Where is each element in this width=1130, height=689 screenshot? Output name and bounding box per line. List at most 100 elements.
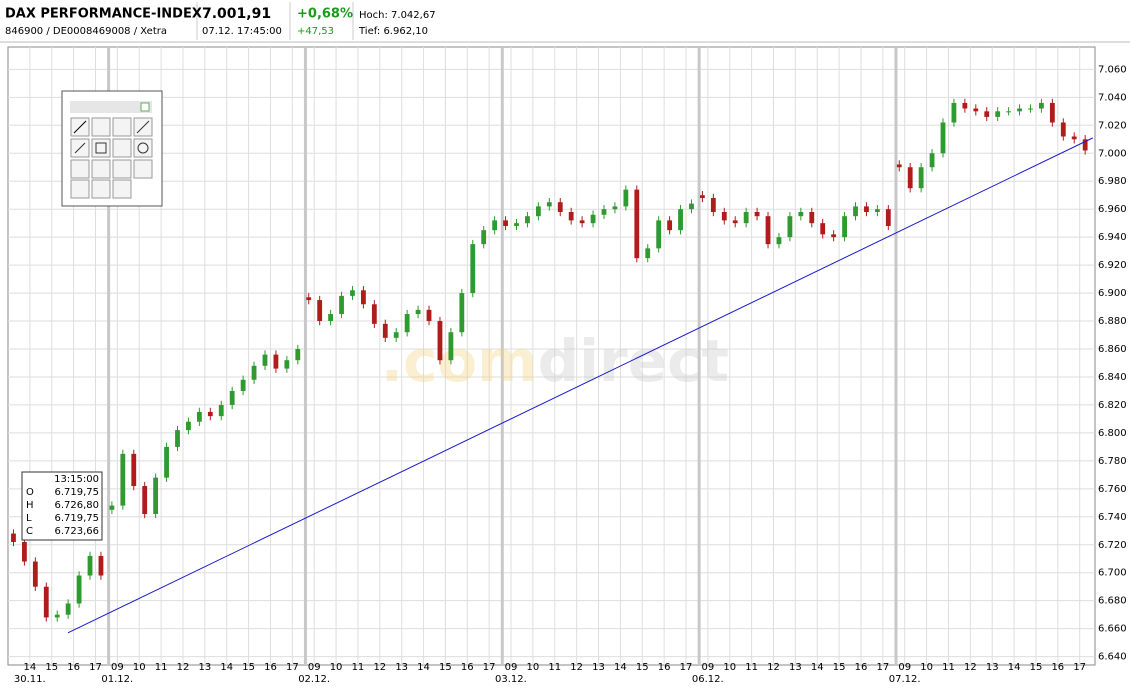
tool-settings[interactable] <box>91 179 111 199</box>
tool-arc[interactable] <box>112 138 132 158</box>
price: 7.001,91 <box>202 6 271 22</box>
date-label: 03.12. <box>495 674 527 685</box>
tool-eraser[interactable] <box>112 179 132 199</box>
tooltip-value: 6.723,66 <box>54 526 99 537</box>
candle-body <box>448 332 454 361</box>
candle-body <box>142 486 148 514</box>
y-tick-label: 6.820 <box>1098 400 1127 411</box>
candle-body <box>328 314 334 322</box>
x-tick-label: 11 <box>942 662 955 673</box>
tooltip-key: C <box>26 526 33 537</box>
tool-cycles[interactable] <box>133 159 153 179</box>
toolbar-close[interactable] <box>140 102 150 112</box>
tool-rect[interactable] <box>91 138 111 158</box>
candle-body <box>437 321 443 361</box>
x-tick-label: 14 <box>24 662 37 673</box>
tool-grid[interactable] <box>70 179 90 199</box>
x-tick-label: 11 <box>155 662 168 673</box>
y-tick-label: 6.760 <box>1098 484 1127 495</box>
x-tick-label: 17 <box>680 662 693 673</box>
candle-body <box>339 295 344 315</box>
x-tick-label: 13 <box>986 662 999 673</box>
candle-body <box>514 223 519 226</box>
x-tick-label: 15 <box>242 662 255 673</box>
candle-body <box>382 323 388 338</box>
candle-body <box>295 349 301 361</box>
trend-line <box>67 137 1094 634</box>
x-tick-label: 09 <box>111 662 124 673</box>
x-tick-label: 10 <box>133 662 146 673</box>
candle-body <box>689 203 694 210</box>
candle-body <box>743 211 749 224</box>
x-tick-label: 15 <box>636 662 649 673</box>
x-tick-label: 15 <box>45 662 58 673</box>
tooltip-key: O <box>26 487 34 498</box>
plot-frame <box>7 46 1096 666</box>
x-tick-label: 13 <box>198 662 211 673</box>
tool-fan[interactable] <box>91 159 111 179</box>
candle-body <box>535 206 541 217</box>
x-tick-label: 16 <box>855 662 868 673</box>
candle-body <box>700 195 705 199</box>
candle-body <box>229 390 235 405</box>
y-tick-label: 7.060 <box>1098 64 1127 75</box>
y-tick-label: 6.840 <box>1098 372 1127 383</box>
candle-body <box>371 304 377 324</box>
y-tick-label: 6.700 <box>1098 568 1127 579</box>
x-tick-label: 14 <box>811 662 824 673</box>
x-tick-label: 12 <box>177 662 190 673</box>
icon <box>136 120 150 134</box>
candle-body <box>645 248 651 259</box>
candle-body <box>623 189 629 207</box>
candle-body <box>76 575 82 604</box>
y-tick-label: 7.040 <box>1098 92 1127 103</box>
tool-gann[interactable] <box>112 159 132 179</box>
x-tick-label: 09 <box>308 662 321 673</box>
candle-body <box>186 421 191 431</box>
candle-body <box>776 237 782 245</box>
date-label: 06.12. <box>692 674 724 685</box>
x-tick-label: 14 <box>417 662 430 673</box>
tool-level[interactable] <box>112 117 132 137</box>
x-tick-label: 11 <box>352 662 365 673</box>
candle-body <box>350 290 355 296</box>
x-tick-label: 14 <box>614 662 627 673</box>
candle-body <box>262 354 268 366</box>
x-tick-label: 13 <box>789 662 802 673</box>
candle-body <box>885 209 891 226</box>
y-tick-label: 6.880 <box>1098 316 1127 327</box>
tooltip-value: 6.726,80 <box>54 500 99 511</box>
candle-body <box>175 430 180 447</box>
tool-circle[interactable] <box>133 138 153 158</box>
x-tick-label: 15 <box>439 662 452 673</box>
tooltip-value: 6.719,75 <box>54 513 99 524</box>
candle-body <box>557 202 563 212</box>
x-tick-label: 16 <box>1051 662 1064 673</box>
candle-body <box>240 379 246 391</box>
candle-body <box>765 216 771 245</box>
x-tick-label: 15 <box>1030 662 1043 673</box>
x-tick-label: 17 <box>1073 662 1086 673</box>
tool-fibo[interactable] <box>91 117 111 137</box>
x-tick-label: 14 <box>1008 662 1021 673</box>
x-tick-label: 12 <box>570 662 583 673</box>
candle-body <box>929 153 935 168</box>
toolbar-titlebar <box>70 101 152 113</box>
x-tick-label: 17 <box>483 662 496 673</box>
candle-body <box>1060 122 1066 137</box>
candle-body <box>459 293 465 333</box>
plot <box>11 98 1094 634</box>
y-tick-label: 6.660 <box>1098 624 1127 635</box>
candle-body <box>798 211 804 217</box>
y-tick-label: 6.920 <box>1098 260 1127 271</box>
candle-body <box>590 214 596 224</box>
candle-body <box>1049 102 1055 123</box>
candle-body <box>153 477 159 514</box>
tool-text[interactable] <box>70 159 90 179</box>
x-tick-label: 14 <box>220 662 233 673</box>
x-tick-label: 13 <box>592 662 605 673</box>
candle-body <box>284 360 290 369</box>
candle-body <box>612 206 618 210</box>
candle-body <box>32 561 38 587</box>
